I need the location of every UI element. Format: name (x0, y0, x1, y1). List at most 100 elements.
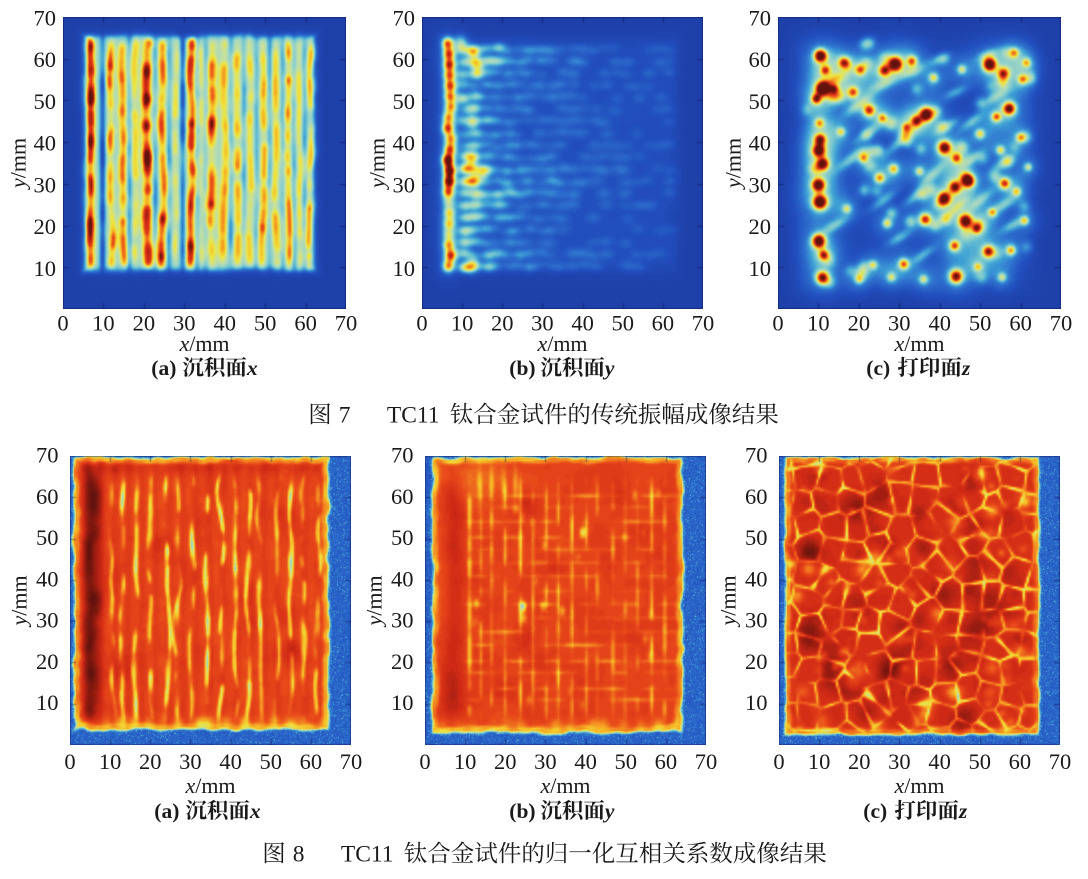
svg-text:20: 20 (494, 749, 517, 774)
svg-text:z: z (958, 799, 968, 823)
svg-text:30: 30 (36, 608, 59, 633)
svg-text:z: z (961, 356, 971, 380)
svg-text:x: x (246, 356, 258, 380)
svg-text:40: 40 (928, 749, 951, 774)
svg-text:70: 70 (391, 443, 414, 468)
svg-text:(b): (b) (509, 799, 535, 823)
svg-text:50: 50 (745, 525, 768, 550)
svg-text:10: 10 (99, 749, 122, 774)
svg-text:y/mm: y/mm (361, 575, 386, 627)
svg-text:40: 40 (219, 749, 242, 774)
svg-text:y/mm: y/mm (5, 138, 30, 190)
svg-text:30: 30 (391, 608, 414, 633)
svg-text:70: 70 (749, 6, 772, 31)
svg-text:y: y (602, 799, 615, 823)
svg-text:70: 70 (340, 749, 363, 774)
svg-text:70: 70 (745, 443, 768, 468)
svg-text:y: y (602, 356, 615, 380)
svg-text:30: 30 (888, 749, 911, 774)
svg-text:0: 0 (773, 749, 784, 774)
svg-text:60: 60 (749, 47, 772, 72)
svg-text:y/mm: y/mm (6, 575, 31, 627)
svg-text:30: 30 (888, 311, 911, 336)
svg-text:30: 30 (179, 749, 202, 774)
svg-text:10: 10 (807, 311, 830, 336)
svg-text:40: 40 (391, 566, 414, 591)
svg-text:10: 10 (36, 690, 59, 715)
svg-text:x/mm: x/mm (178, 331, 229, 356)
svg-text:40: 40 (213, 311, 236, 336)
svg-text:20: 20 (133, 311, 156, 336)
svg-text:20: 20 (139, 749, 162, 774)
svg-text:(a): (a) (154, 799, 179, 823)
svg-text:60: 60 (1009, 311, 1032, 336)
svg-text:10: 10 (391, 690, 414, 715)
svg-text:x/mm: x/mm (893, 773, 944, 798)
svg-text:20: 20 (491, 311, 514, 336)
svg-text:50: 50 (393, 89, 416, 114)
svg-text:(c): (c) (863, 799, 887, 823)
svg-text:0: 0 (772, 311, 783, 336)
svg-text:x/mm: x/mm (893, 331, 944, 356)
svg-text:60: 60 (36, 484, 59, 509)
svg-text:20: 20 (391, 649, 414, 674)
svg-text:30: 30 (534, 749, 557, 774)
svg-text:TC11: TC11 (341, 842, 394, 868)
svg-text:60: 60 (294, 311, 317, 336)
svg-text:30: 30 (745, 608, 768, 633)
svg-text:0: 0 (419, 749, 430, 774)
svg-text:20: 20 (745, 649, 768, 674)
svg-text:10: 10 (745, 690, 768, 715)
svg-text:70: 70 (695, 749, 718, 774)
svg-text:40: 40 (34, 131, 57, 156)
svg-text:70: 70 (1049, 749, 1072, 774)
svg-text:y/mm: y/mm (720, 138, 745, 190)
svg-text:50: 50 (614, 749, 637, 774)
svg-text:y/mm: y/mm (715, 575, 740, 627)
svg-text:60: 60 (652, 311, 675, 336)
svg-text:70: 70 (692, 311, 715, 336)
svg-text:70: 70 (34, 6, 57, 31)
svg-text:50: 50 (749, 89, 772, 114)
svg-text:(a): (a) (151, 356, 176, 380)
svg-text:10: 10 (451, 311, 474, 336)
svg-text:50: 50 (36, 525, 59, 550)
svg-text:40: 40 (393, 131, 416, 156)
svg-text:50: 50 (254, 311, 277, 336)
svg-text:10: 10 (808, 749, 831, 774)
svg-text:10: 10 (749, 256, 772, 281)
svg-text:20: 20 (848, 749, 871, 774)
svg-text:20: 20 (34, 214, 57, 239)
svg-text:10: 10 (92, 311, 115, 336)
svg-text:70: 70 (36, 443, 59, 468)
svg-text:60: 60 (1009, 749, 1032, 774)
svg-text:20: 20 (393, 214, 416, 239)
svg-text:60: 60 (391, 484, 414, 509)
svg-text:0: 0 (57, 311, 68, 336)
svg-text:40: 40 (36, 566, 59, 591)
svg-text:y/mm: y/mm (364, 138, 389, 190)
svg-text:50: 50 (969, 311, 992, 336)
svg-text:50: 50 (968, 749, 991, 774)
svg-text:50: 50 (391, 525, 414, 550)
svg-text:50: 50 (34, 89, 57, 114)
svg-text:30: 30 (531, 311, 554, 336)
svg-text:8: 8 (293, 842, 305, 868)
svg-text:30: 30 (749, 172, 772, 197)
svg-text:40: 40 (745, 566, 768, 591)
svg-text:70: 70 (1050, 311, 1073, 336)
svg-text:0: 0 (416, 311, 427, 336)
svg-text:60: 60 (393, 47, 416, 72)
svg-text:10: 10 (454, 749, 477, 774)
svg-text:(c): (c) (866, 356, 890, 380)
svg-text:(b): (b) (509, 356, 535, 380)
svg-text:30: 30 (34, 172, 57, 197)
svg-text:50: 50 (259, 749, 282, 774)
svg-text:60: 60 (655, 749, 678, 774)
svg-text:60: 60 (300, 749, 323, 774)
svg-text:40: 40 (928, 311, 951, 336)
svg-text:0: 0 (64, 749, 75, 774)
svg-text:50: 50 (611, 311, 634, 336)
svg-text:10: 10 (393, 256, 416, 281)
svg-text:60: 60 (34, 47, 57, 72)
